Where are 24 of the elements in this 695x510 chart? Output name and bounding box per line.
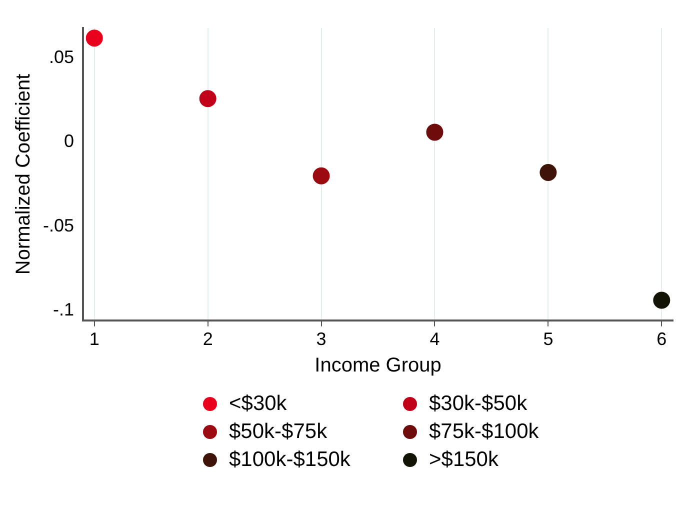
legend-label: >$150k xyxy=(429,448,498,472)
point xyxy=(86,30,103,47)
y-tick-label: .05 xyxy=(48,47,74,68)
point xyxy=(426,124,444,141)
x-tick-label: 5 xyxy=(543,329,554,350)
y-tick-label: -.1 xyxy=(53,299,74,320)
point xyxy=(312,167,330,184)
point xyxy=(653,292,670,309)
x-axis-title: Income Group xyxy=(314,354,442,377)
x-tick-label: 4 xyxy=(430,329,440,350)
point xyxy=(199,90,216,108)
legend-label: $50k-$75k xyxy=(229,420,328,444)
legend-label: $100k-$150k xyxy=(229,448,350,472)
point xyxy=(540,164,557,182)
x-tick-label: 1 xyxy=(89,329,100,350)
x-tick-label: 2 xyxy=(202,329,213,350)
y-tick-label: 0 xyxy=(64,131,74,152)
y-axis-title: Normalized Coefficient xyxy=(12,73,35,275)
x-tick-label: 6 xyxy=(656,329,667,350)
legend-label: <$30k xyxy=(229,392,287,416)
y-tick-label: -.05 xyxy=(42,215,74,236)
x-tick-label: 3 xyxy=(316,329,326,350)
legend-label: $75k-$100k xyxy=(429,420,539,444)
legend-label: $30k-$50k xyxy=(429,392,528,416)
